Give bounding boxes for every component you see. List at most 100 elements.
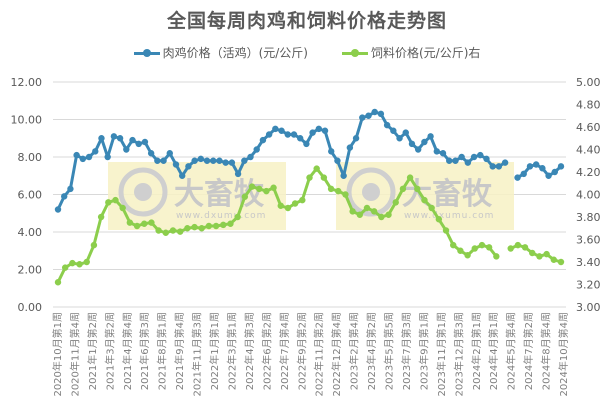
data-point[interactable] [315, 125, 323, 133]
data-point[interactable] [205, 222, 213, 230]
data-point[interactable] [203, 157, 211, 164]
data-point[interactable] [191, 223, 198, 231]
data-point[interactable] [104, 153, 111, 161]
legend-item-feed-price[interactable]: 饲料价格(元/公斤)右 [342, 44, 480, 61]
data-point[interactable] [123, 146, 130, 153]
data-point[interactable] [452, 157, 459, 164]
data-point[interactable] [290, 131, 298, 138]
data-point[interactable] [83, 258, 90, 266]
data-point[interactable] [414, 146, 422, 153]
data-point[interactable] [359, 114, 366, 121]
data-point[interactable] [284, 204, 292, 212]
data-point[interactable] [135, 140, 142, 148]
data-point[interactable] [90, 241, 98, 249]
data-point[interactable] [493, 253, 500, 260]
data-point[interactable] [198, 225, 205, 232]
data-point[interactable] [147, 150, 155, 157]
data-point[interactable] [309, 129, 316, 136]
data-point[interactable] [543, 250, 550, 258]
data-point[interactable] [340, 172, 347, 179]
data-point[interactable] [526, 163, 534, 170]
data-point[interactable] [296, 135, 304, 142]
data-point[interactable] [365, 112, 372, 119]
data-point[interactable] [105, 199, 112, 206]
data-point[interactable] [408, 140, 416, 148]
data-point[interactable] [521, 244, 529, 251]
data-point[interactable] [421, 138, 428, 146]
data-point[interactable] [378, 213, 385, 221]
data-point[interactable] [299, 196, 306, 204]
data-point[interactable] [501, 159, 509, 166]
data-point[interactable] [160, 157, 167, 164]
data-point[interactable] [278, 127, 285, 134]
data-point[interactable] [129, 136, 136, 144]
data-point[interactable] [483, 155, 490, 163]
data-point[interactable] [98, 135, 105, 142]
data-point[interactable] [212, 222, 220, 230]
data-point[interactable] [259, 136, 267, 144]
data-point[interactable] [313, 165, 320, 172]
data-point[interactable] [529, 249, 536, 257]
data-point[interactable] [539, 165, 546, 172]
data-point[interactable] [392, 199, 399, 206]
data-point[interactable] [514, 174, 521, 181]
data-point[interactable] [334, 157, 341, 164]
data-point[interactable] [478, 241, 486, 249]
data-point[interactable] [396, 135, 403, 142]
legend-item-chicken-price[interactable]: 肉鸡价格（活鸡）(元/公斤) [133, 44, 308, 61]
data-point[interactable] [184, 225, 191, 232]
data-point[interactable] [356, 211, 363, 218]
data-point[interactable] [435, 216, 443, 223]
data-point[interactable] [346, 144, 354, 151]
data-point[interactable] [141, 138, 149, 146]
data-point[interactable] [342, 191, 349, 198]
data-point[interactable] [112, 196, 119, 204]
data-point[interactable] [536, 253, 543, 260]
data-point[interactable] [263, 187, 270, 195]
data-point[interactable] [185, 163, 192, 170]
data-point[interactable] [321, 127, 329, 134]
data-point[interactable] [166, 150, 173, 157]
data-point[interactable] [520, 170, 527, 178]
data-point[interactable] [169, 227, 177, 234]
data-point[interactable] [241, 157, 248, 164]
data-point[interactable] [514, 241, 522, 249]
data-point[interactable] [327, 185, 335, 193]
data-point[interactable] [349, 208, 356, 215]
data-point[interactable] [54, 206, 62, 213]
data-point[interactable] [256, 185, 263, 193]
data-point[interactable] [328, 148, 335, 155]
data-point[interactable] [464, 252, 471, 259]
data-point[interactable] [270, 184, 277, 191]
data-point[interactable] [320, 174, 328, 181]
data-point[interactable] [450, 241, 457, 249]
data-point[interactable] [119, 204, 126, 212]
data-point[interactable] [485, 244, 493, 251]
data-point[interactable] [277, 202, 284, 209]
data-point[interactable] [433, 148, 441, 155]
data-point[interactable] [92, 148, 99, 155]
data-point[interactable] [464, 159, 472, 166]
data-point[interactable] [248, 183, 256, 190]
data-point[interactable] [390, 127, 397, 134]
data-point[interactable] [352, 135, 360, 142]
data-point[interactable] [551, 168, 558, 176]
data-point[interactable] [470, 153, 478, 161]
data-point[interactable] [477, 151, 484, 159]
data-point[interactable] [154, 157, 161, 164]
data-point[interactable] [178, 172, 186, 179]
data-point[interactable] [148, 219, 155, 226]
data-point[interactable] [61, 193, 68, 200]
data-point[interactable] [291, 200, 299, 207]
data-point[interactable] [545, 172, 552, 179]
data-point[interactable] [421, 196, 428, 204]
data-point[interactable] [532, 161, 540, 168]
data-point[interactable] [197, 155, 205, 163]
data-point[interactable] [234, 213, 241, 221]
data-point[interactable] [133, 222, 141, 230]
data-point[interactable] [172, 161, 180, 168]
data-point[interactable] [303, 140, 310, 148]
data-point[interactable] [489, 163, 496, 170]
data-point[interactable] [414, 185, 421, 193]
data-point[interactable] [69, 259, 76, 267]
